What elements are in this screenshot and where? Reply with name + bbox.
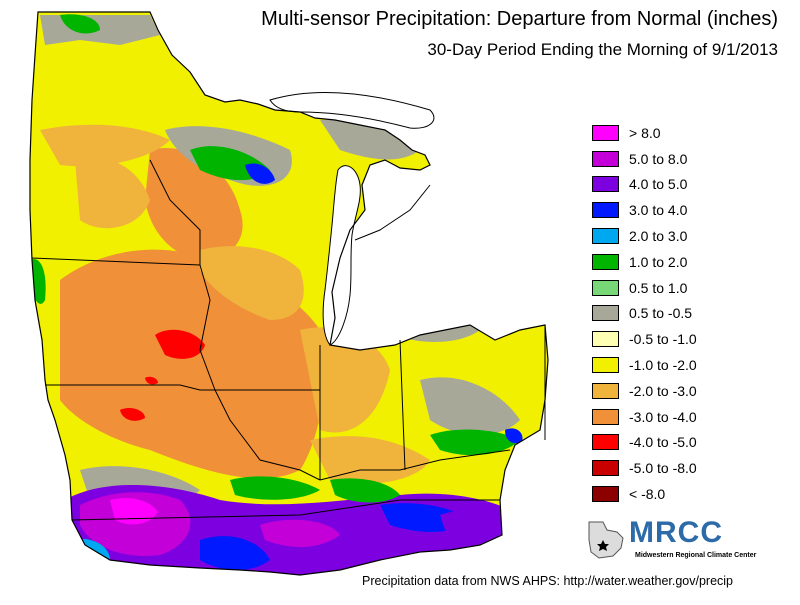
lake-huron	[430, 150, 480, 250]
legend-swatch	[592, 253, 619, 270]
legend-label: -1.0 to -2.0	[629, 357, 697, 374]
legend-item: -4.0 to -5.0	[592, 430, 697, 456]
legend-swatch	[592, 434, 619, 451]
legend-swatch	[592, 305, 619, 322]
legend-label: -3.0 to -4.0	[629, 408, 697, 425]
legend-swatch	[592, 150, 619, 167]
legend-label: 1.0 to 2.0	[629, 253, 688, 270]
legend-item: -2.0 to -3.0	[592, 378, 697, 404]
legend-swatch	[592, 124, 619, 141]
legend-label: 2.0 to 3.0	[629, 228, 688, 245]
legend-swatch	[592, 408, 619, 425]
legend-item: -1.0 to -2.0	[592, 352, 697, 378]
legend-label: -2.0 to -3.0	[629, 382, 697, 399]
map-subtitle: 30-Day Period Ending the Morning of 9/1/…	[427, 40, 778, 59]
legend-item: -5.0 to -8.0	[592, 455, 697, 481]
midwest-map-icon	[588, 521, 624, 559]
logo-subtext: Midwestern Regional Climate Center	[635, 552, 757, 559]
legend-swatch	[592, 331, 619, 348]
legend-item: -3.0 to -4.0	[592, 404, 697, 430]
map-title: Multi-sensor Precipitation: Departure fr…	[261, 8, 778, 30]
legend-label: -0.5 to -1.0	[629, 331, 697, 348]
legend-swatch	[592, 460, 619, 477]
mrcc-logo: MRCC Midwestern Regional Climate Center	[583, 516, 773, 562]
legend-item: 2.0 to 3.0	[592, 223, 697, 249]
legend-label: 0.5 to 1.0	[629, 279, 688, 296]
legend-label: 5.0 to 8.0	[629, 150, 688, 167]
legend: > 8.0 5.0 to 8.0 4.0 to 5.0 3.0 to 4.0 2.0 t…	[592, 120, 697, 507]
legend-label: > 8.0	[629, 124, 661, 141]
legend-swatch	[592, 279, 619, 296]
legend-label: 3.0 to 4.0	[629, 202, 688, 219]
legend-swatch	[592, 357, 619, 374]
legend-label: -4.0 to -5.0	[629, 434, 697, 451]
legend-swatch	[592, 382, 619, 399]
state-borders	[31, 159, 546, 521]
legend-item: 5.0 to 8.0	[592, 146, 697, 172]
logo-text: MRCC	[629, 516, 723, 549]
legend-item: > 8.0	[592, 120, 697, 146]
legend-item: 4.0 to 5.0	[592, 172, 697, 198]
legend-swatch	[592, 228, 619, 245]
legend-swatch	[592, 202, 619, 219]
legend-item: -0.5 to -1.0	[592, 326, 697, 352]
legend-item: 3.0 to 4.0	[592, 197, 697, 223]
legend-swatch	[592, 486, 619, 503]
legend-item: < -8.0	[592, 481, 697, 507]
legend-label: < -8.0	[629, 486, 666, 503]
legend-label: 4.0 to 5.0	[629, 176, 688, 193]
data-credit: Precipitation data from NWS AHPS: http:/…	[362, 574, 734, 588]
legend-item: 0.5 to 1.0	[592, 275, 697, 301]
legend-swatch	[592, 176, 619, 193]
legend-label: -5.0 to -8.0	[629, 460, 697, 477]
legend-item: 1.0 to 2.0	[592, 249, 697, 275]
legend-item: 0.5 to -0.5	[592, 301, 697, 327]
legend-label: 0.5 to -0.5	[629, 305, 693, 322]
